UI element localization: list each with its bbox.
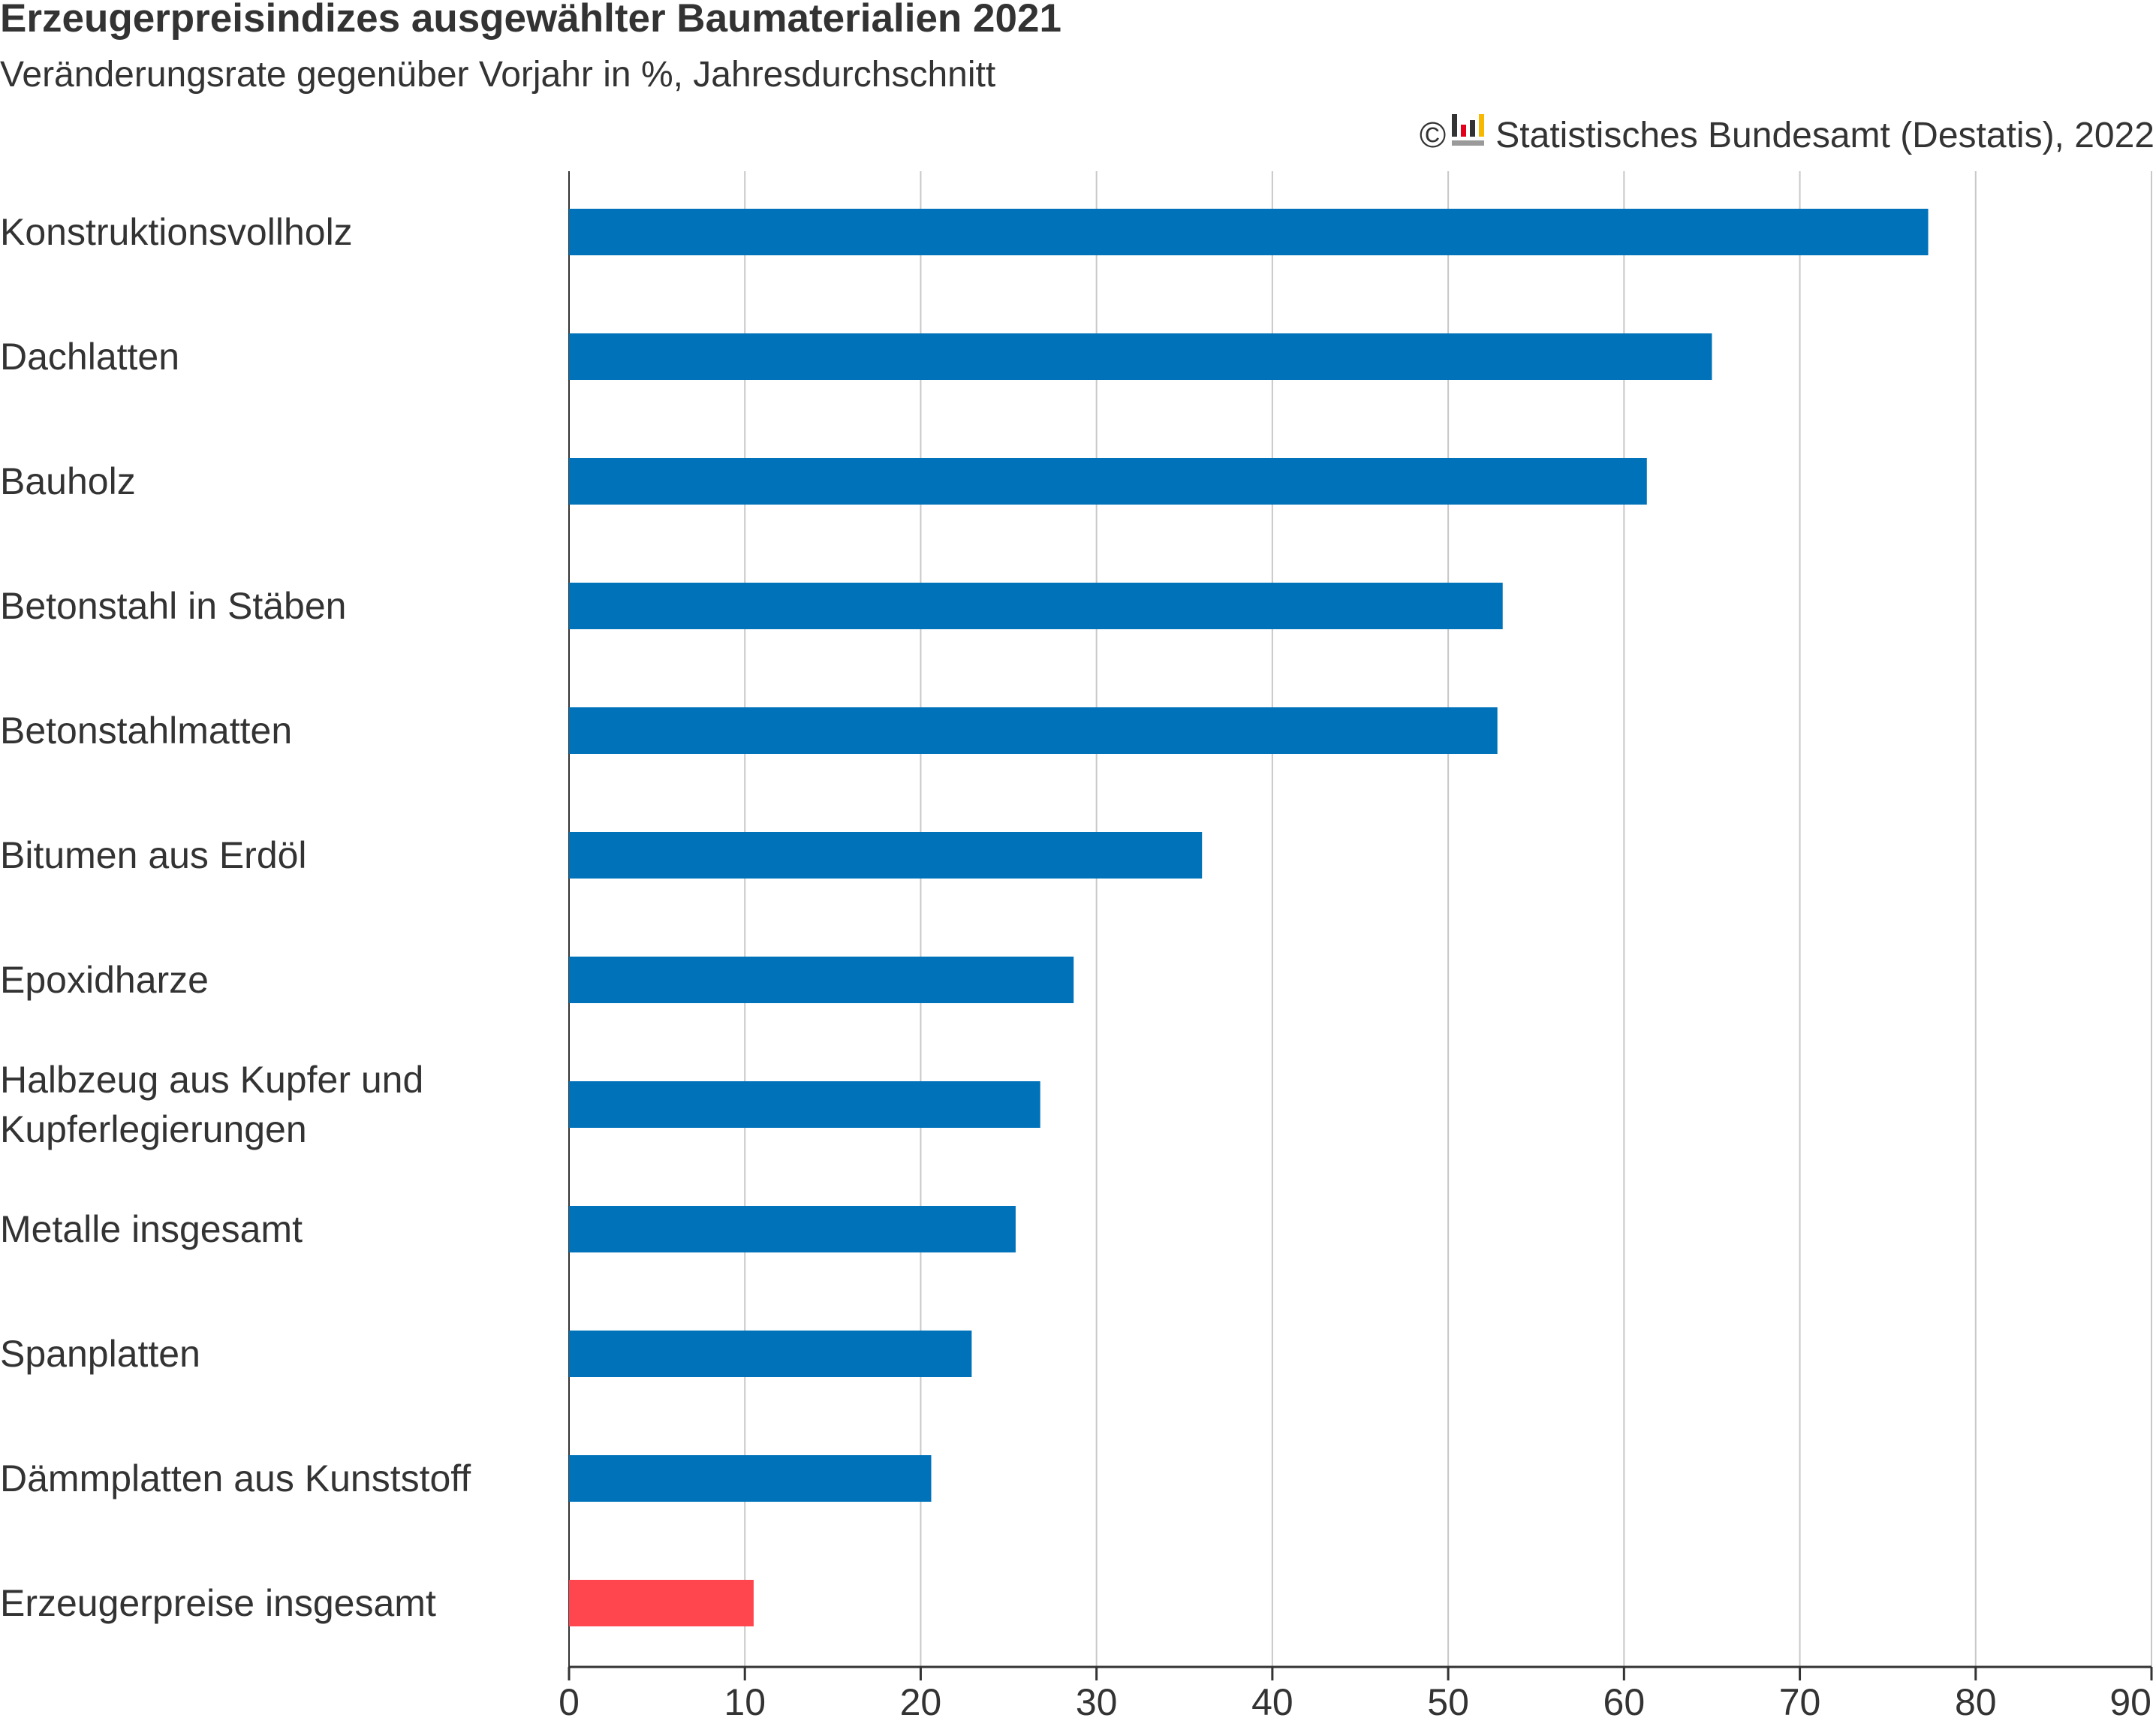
x-tick-label: 70 (1779, 1681, 1821, 1723)
category-labels: Konstruktionsvollholz Dachlatten Bauholz Be… (0, 211, 471, 1624)
category-label: Konstruktionsvollholz (0, 211, 353, 253)
destatis-logo-icon (1452, 114, 1485, 156)
x-tick-label: 90 (2109, 1681, 2151, 1723)
category-label: Dachlatten (0, 336, 179, 378)
chart-subtitle: Veränderungsrate gegenüber Vorjahr in %,… (0, 55, 996, 95)
x-axis: 0 10 20 30 40 50 60 70 80 90 (559, 1665, 2153, 1723)
bar (569, 209, 1929, 255)
bar (569, 583, 1503, 629)
x-tick-label: 80 (1955, 1681, 1997, 1723)
x-tick-label: 30 (1076, 1681, 1118, 1723)
category-label: Bitumen aus Erdöl (0, 834, 307, 876)
x-tick-label: 40 (1251, 1681, 1293, 1723)
category-label: Epoxidharze (0, 959, 209, 1001)
source-credit: © Statistisches Bundesamt (Destatis), 20… (1420, 114, 2154, 156)
bar (569, 832, 1203, 879)
bar (569, 957, 1074, 1003)
category-label: Halbzeug aus Kupfer und (0, 1059, 423, 1101)
category-label: Dämmplatten aus Kunststoff (0, 1457, 471, 1499)
bar (569, 1081, 1040, 1128)
x-tick-label: 20 (900, 1681, 942, 1723)
category-label: Kupferlegierungen (0, 1108, 307, 1150)
bar (569, 1580, 754, 1626)
category-label: Betonstahl in Stäben (0, 585, 346, 627)
copyright-symbol: © (1419, 115, 1447, 155)
x-tick-label: 50 (1427, 1681, 1469, 1723)
bar (569, 707, 1498, 754)
category-label: Erzeugerpreise insgesamt (0, 1582, 436, 1624)
x-tick-label: 0 (559, 1681, 580, 1723)
bar (569, 333, 1712, 380)
grid-lines (568, 171, 2152, 1667)
source-text: Statistisches Bundesamt (Destatis), 2022 (1495, 115, 2154, 155)
bars (569, 209, 1929, 1626)
category-label: Bauholz (0, 460, 136, 502)
bar (569, 458, 1647, 505)
bar (569, 1331, 972, 1377)
category-label: Spanplatten (0, 1333, 200, 1375)
bar (569, 1455, 932, 1502)
chart-title: Erzeugerpreisindizes ausgewählter Baumat… (0, 0, 1061, 41)
category-label: Betonstahlmatten (0, 710, 292, 752)
x-tick-label: 60 (1603, 1681, 1646, 1723)
x-tick-label: 10 (724, 1681, 766, 1723)
bar (569, 1206, 1016, 1252)
category-label: Metalle insgesamt (0, 1208, 303, 1250)
